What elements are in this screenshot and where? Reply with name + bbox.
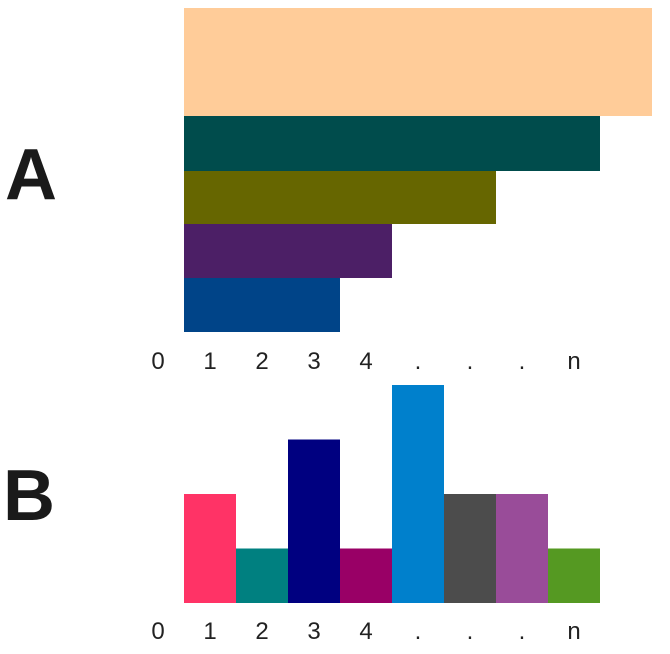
chart-a-horizontal-bars [184,8,652,332]
chart-b-tick-label: 2 [255,618,268,645]
chart-b-vertical-bars [184,385,600,603]
chart-a-tick-label: 0 [151,348,164,375]
panel-b-label: B [3,456,55,536]
chart-b-tick-label: 0 [151,618,164,645]
chart-b-bar-6 [444,494,496,603]
chart-b-bar-4 [340,548,392,603]
chart-b-tick-label: . [467,618,474,645]
chart-a-tick-label: . [519,348,526,375]
panel-a-label: A [5,135,57,215]
chart-a-tick-label: . [467,348,474,375]
chart-b-bar-2 [236,548,288,603]
chart-a-tick-label: 1 [203,348,216,375]
chart-b-bar-1 [184,494,236,603]
chart-b-tick-label: . [415,618,422,645]
chart-a-tick-label: 3 [307,348,320,375]
chart-b-tick-label: 3 [307,618,320,645]
chart-a-tick-label: . [415,348,422,375]
chart-b-bar-5 [392,385,444,603]
chart-b-bar-3 [288,439,340,603]
chart-b-bar-7 [496,494,548,603]
chart-a-bar-3 [184,224,392,278]
chart-a-tick-label: 4 [359,348,372,375]
chart-a-bar-2 [184,171,496,224]
chart-a-bar-0 [184,8,652,116]
chart-a-bar-1 [184,116,600,171]
chart-b-tick-label: 1 [203,618,216,645]
chart-a-x-ticks: 0 1 2 3 4... n [151,348,580,375]
chart-a-bar-4 [184,278,340,332]
chart-b-tick-label: . [519,618,526,645]
chart-a-tick-label: n [567,348,580,375]
chart-a-tick-label: 2 [255,348,268,375]
chart-b-x-ticks: 0 1 2 3 4... n [151,618,580,645]
chart-b-tick-label: 4 [359,618,372,645]
chart-b-tick-label: n [567,618,580,645]
chart-b-bar-8 [548,548,600,603]
